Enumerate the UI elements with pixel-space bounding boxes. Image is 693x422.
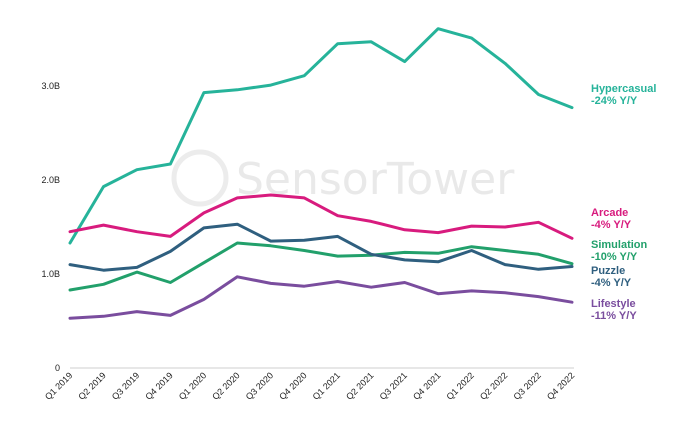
legend-change-lifestyle: -11% Y/Y (591, 310, 637, 322)
x-tick-label: Q2 2019 (76, 370, 107, 401)
y-axis-ticks: 0 1.0B 2.0B 3.0B (41, 81, 60, 373)
series-line-simulation (68, 241, 574, 292)
x-axis-ticks: Q1 2019 Q2 2019 Q3 2019 Q4 2019 Q1 2020 Q2 20… (43, 370, 576, 401)
x-tick-label: Q1 2020 (177, 370, 208, 401)
x-tick-label: Q2 2022 (478, 370, 509, 401)
x-tick-label: Q2 2021 (344, 370, 375, 401)
x-tick-label: Q3 2022 (511, 370, 542, 401)
legend-label-arcade: Arcade (591, 207, 628, 219)
x-tick-label: Q2 2020 (210, 370, 241, 401)
watermark: SensorTower (171, 149, 515, 207)
legend-change-arcade: -4% Y/Y (591, 219, 632, 231)
x-tick-label: Q4 2022 (545, 370, 576, 401)
series-line-hypercasual (68, 27, 574, 245)
x-tick-label: Q4 2021 (411, 370, 442, 401)
y-tick-label: 3.0B (41, 81, 60, 91)
x-tick-label: Q1 2022 (445, 370, 476, 401)
x-tick-label: Q3 2019 (110, 370, 141, 401)
y-tick-label: 0 (55, 363, 60, 373)
legend-change-puzzle: -4% Y/Y (591, 277, 632, 289)
legend-label-hypercasual: Hypercasual (591, 83, 656, 95)
x-tick-label: Q1 2021 (311, 370, 342, 401)
watermark-text: SensorTower (236, 154, 515, 205)
legend-label-puzzle: Puzzle (591, 265, 625, 277)
x-tick-label: Q4 2019 (143, 370, 174, 401)
series-line-arcade (68, 193, 574, 240)
legend-change-hypercasual: -24% Y/Y (591, 95, 638, 107)
legend-label-simulation: Simulation (591, 239, 648, 251)
legend-change-simulation: -10% Y/Y (591, 251, 638, 263)
x-tick-label: Q3 2020 (244, 370, 275, 401)
x-tick-label: Q4 2020 (277, 370, 308, 401)
y-tick-label: 2.0B (41, 175, 60, 185)
y-tick-label: 1.0B (41, 269, 60, 279)
series-lines (68, 27, 574, 320)
series-line-lifestyle (68, 275, 574, 320)
x-tick-label: Q1 2019 (43, 370, 74, 401)
x-tick-label: Q3 2021 (378, 370, 409, 401)
watermark-logo-icon (171, 149, 229, 207)
series-line-puzzle (68, 222, 574, 272)
legend-label-lifestyle: Lifestyle (591, 298, 636, 310)
